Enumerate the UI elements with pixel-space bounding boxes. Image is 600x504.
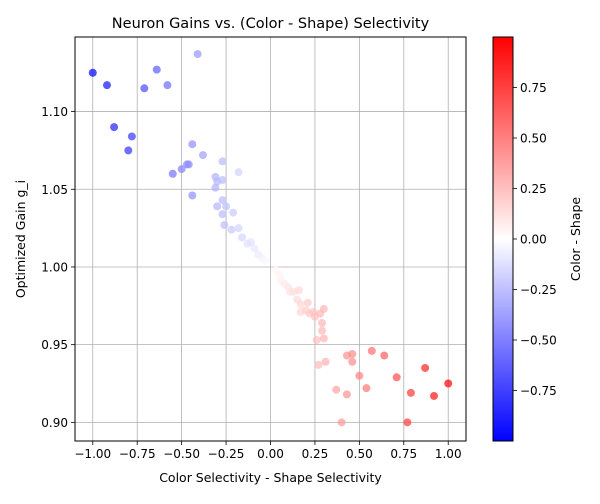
y-tick-label: 1.10 [41,105,68,119]
data-point [367,346,376,355]
data-point [163,81,172,90]
y-ticks: 0.90 0.95 1.00 1.05 1.10 [41,105,75,430]
data-point [348,349,357,358]
data-point [218,196,227,205]
data-point [184,160,193,169]
data-point [296,300,305,309]
data-point [102,81,111,90]
data-point [444,379,453,388]
data-point [275,270,284,279]
colorbar-tick-label: 0.50 [520,132,547,146]
data-point [218,210,227,219]
data-point [312,336,321,344]
data-points [88,50,453,427]
data-point [392,373,401,382]
data-point [319,304,328,313]
data-point [234,224,243,233]
data-point [246,238,255,247]
data-point [124,146,133,155]
data-point [406,388,415,397]
data-point [332,385,341,394]
data-point [218,157,227,166]
y-tick-label: 0.90 [41,416,68,430]
colorbar-tick-label: 0.25 [520,182,547,196]
x-tick-label: −0.25 [208,447,245,461]
data-point [168,169,177,178]
data-point [222,202,231,211]
data-point [321,357,330,366]
colorbar-gradient [492,36,514,442]
data-point [229,208,238,217]
x-tick-label: 0.75 [390,447,417,461]
grid [75,37,466,441]
y-tick-label: 0.95 [41,338,68,352]
colorbar-tick-label: −0.50 [520,334,557,348]
colorbar-tick-label: 0.75 [520,81,547,95]
data-point [193,50,202,59]
colorbar-label: Color - Shape [568,197,583,282]
data-point [430,391,439,400]
y-axis-label: Optimized Gain g_i [13,180,28,298]
data-point [348,357,357,366]
data-point [152,65,161,74]
x-axis-label: Color Selectivity - Shape Selectivity [159,470,382,485]
data-point [362,384,371,393]
data-point [188,191,197,200]
data-point [198,151,207,160]
data-point [238,233,247,242]
data-point [140,84,149,93]
colorbar: −0.75 −0.50 −0.25 0.00 0.25 0.50 0.75 Color - … [492,36,583,442]
chart-title: Neuron Gains vs. (Color - Shape) Selecti… [112,16,430,32]
data-point [294,286,303,295]
colorbar-tick-label: −0.25 [520,283,557,297]
data-point [88,68,97,77]
x-ticks: −1.00 −0.75 −0.50 −0.25 0.00 0.25 0.50 0.75 1.00 [74,441,462,461]
data-point [234,168,243,177]
data-point [319,334,328,343]
y-tick-label: 1.05 [41,183,68,197]
data-point [337,418,346,427]
data-point [177,165,186,174]
data-point [303,298,312,307]
data-point [211,183,220,192]
colorbar-ticks: −0.75 −0.50 −0.25 0.00 0.25 0.50 0.75 [513,81,557,398]
data-point [213,202,222,211]
x-tick-label: −1.00 [74,447,111,461]
data-point [188,140,197,149]
data-point [342,390,351,399]
data-point [250,244,259,253]
data-point [227,225,236,234]
data-point [110,123,119,132]
data-point [355,371,364,380]
data-point [220,221,229,230]
x-tick-label: 0.00 [257,447,284,461]
data-point [403,418,412,427]
x-tick-label: −0.50 [163,447,200,461]
y-tick-label: 1.00 [41,260,68,274]
data-point [314,360,323,369]
x-tick-label: −0.75 [119,447,156,461]
data-point [380,351,389,360]
data-point [318,318,327,327]
data-point [218,175,227,184]
data-point [421,363,430,372]
data-point [318,326,327,335]
data-point [261,256,270,265]
x-tick-label: 0.25 [302,447,329,461]
data-point [127,132,136,141]
colorbar-tick-label: −0.75 [520,384,557,398]
x-tick-label: 0.50 [346,447,373,461]
colorbar-tick-label: 0.00 [520,233,547,247]
x-tick-label: 1.00 [435,447,462,461]
